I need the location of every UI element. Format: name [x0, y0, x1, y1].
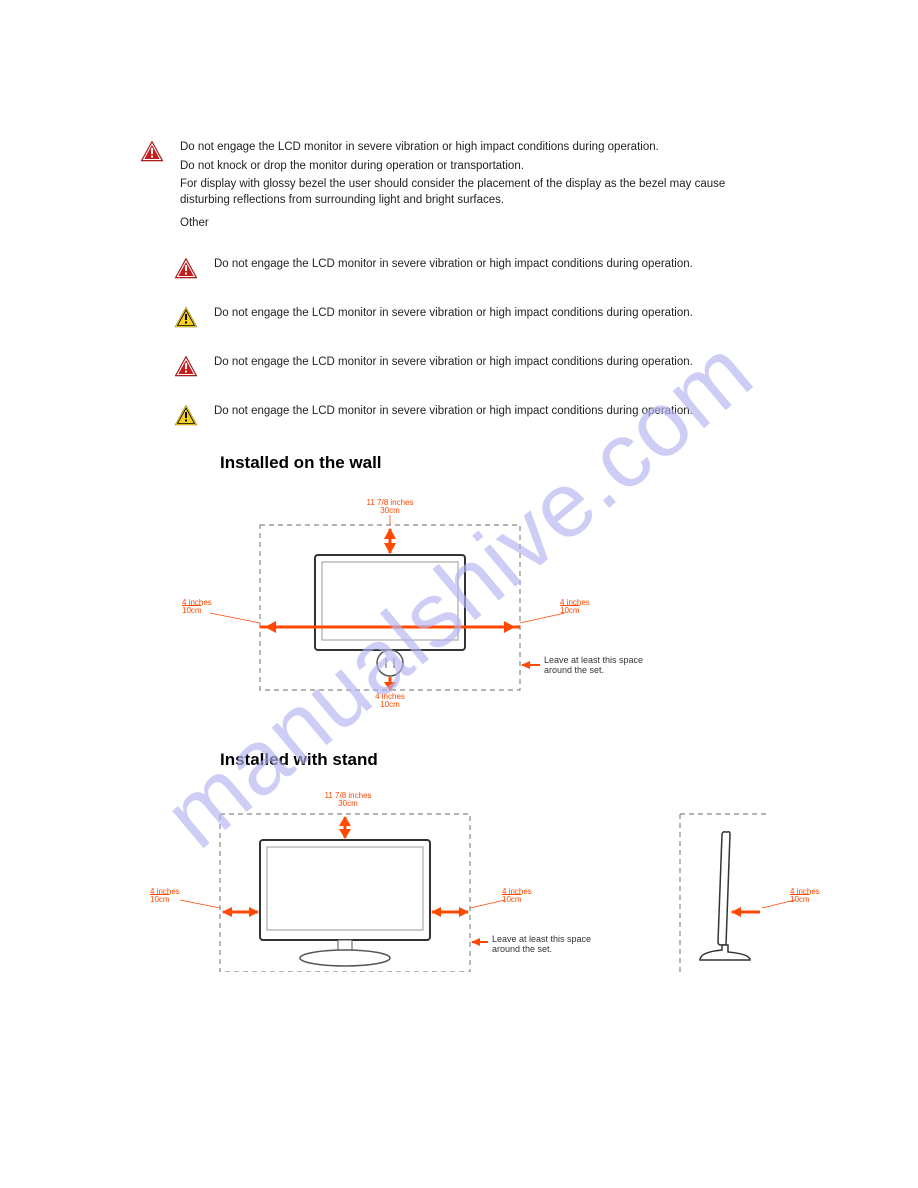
- diagram-stand-front: 11 7/8 inches 30cm 4 inches 10cm 4 inche…: [140, 792, 540, 977]
- safety-section-2: Do not engage the LCD monitor in severe …: [140, 257, 778, 284]
- dim-left-cm: 10cm: [182, 606, 202, 615]
- safety-text: Do not engage the LCD monitor in severe …: [180, 140, 778, 156]
- warning-red-icon: [140, 140, 164, 162]
- dim-top-cm: 30cm: [380, 506, 400, 515]
- safety-text: Do not knock or drop the monitor during …: [180, 159, 778, 175]
- warning-yellow-icon: [174, 404, 198, 426]
- caption-stand: Leave at least this space around the set…: [492, 934, 612, 955]
- safety-text: Do not engage the LCD monitor in severe …: [214, 306, 778, 322]
- safety-text: Do not engage the LCD monitor in severe …: [214, 355, 778, 371]
- warning-red-icon: [174, 257, 198, 279]
- heading-wall: Installed on the wall: [220, 453, 778, 473]
- dim-side-cm: 10cm: [790, 895, 810, 904]
- heading-stand: Installed with stand: [220, 750, 778, 770]
- safety-section-1: Do not engage the LCD monitor in severe …: [140, 140, 778, 235]
- warning-yellow-icon: [174, 306, 198, 328]
- caption-wall: Leave at least this space around the set…: [544, 655, 664, 676]
- diagram-wall: 11 7/8 inches 30cm 4 inches 10cm 4 inche…: [160, 495, 778, 720]
- safety-section-3: Do not engage the LCD monitor in severe …: [140, 306, 778, 333]
- dim-left-cm: 10cm: [150, 895, 170, 904]
- dim-right-cm: 10cm: [502, 895, 522, 904]
- safety-text: Do not engage the LCD monitor in severe …: [214, 404, 778, 420]
- dim-right-cm: 10cm: [560, 606, 580, 615]
- dim-bottom-cm: 10cm: [380, 700, 400, 709]
- dim-top-cm: 30cm: [338, 799, 358, 808]
- safety-section-4: Do not engage the LCD monitor in severe …: [140, 355, 778, 382]
- safety-text: Other: [180, 216, 778, 232]
- diagram-stand-side: 4 inches 10cm: [640, 792, 820, 977]
- safety-text: For display with glossy bezel the user s…: [180, 177, 778, 208]
- warning-red-icon: [174, 355, 198, 377]
- safety-text: Do not engage the LCD monitor in severe …: [214, 257, 778, 273]
- safety-section-5: Do not engage the LCD monitor in severe …: [140, 404, 778, 431]
